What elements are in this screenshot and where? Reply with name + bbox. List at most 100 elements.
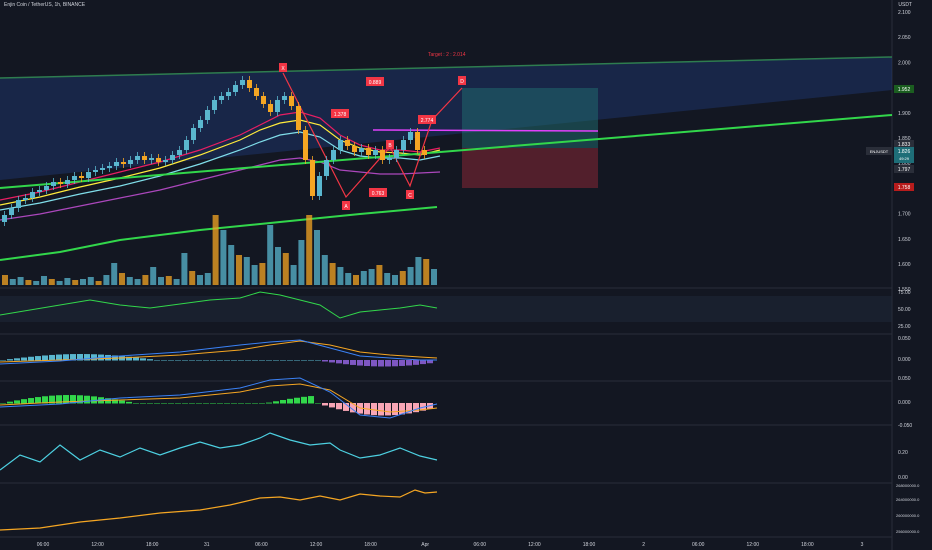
volume-bar xyxy=(189,271,196,285)
volume-bar xyxy=(41,276,47,285)
macd-bar xyxy=(182,360,188,361)
volume-bars xyxy=(2,215,437,285)
macd-bar xyxy=(385,403,391,416)
volume-bar xyxy=(119,273,125,285)
macd-bar xyxy=(406,360,412,366)
macd-bar xyxy=(413,403,419,413)
macd-bar xyxy=(147,403,153,404)
svg-text:C: C xyxy=(408,193,412,199)
macd-bar xyxy=(42,396,48,404)
price-tick: 2.000 xyxy=(898,60,911,66)
candle xyxy=(275,100,280,112)
price-tick: 1.850 xyxy=(898,136,911,142)
macd-bar xyxy=(378,403,384,416)
target-label: Target : 2 : 2.014 xyxy=(428,52,466,58)
volume-bar xyxy=(243,257,250,285)
candle xyxy=(296,106,301,130)
macd-bar xyxy=(161,360,167,361)
macd-bar xyxy=(238,403,244,404)
candle xyxy=(394,150,399,158)
macd-bar xyxy=(336,403,342,410)
macd-bar xyxy=(392,360,398,367)
volume-bar xyxy=(150,267,157,285)
volume-bar xyxy=(48,279,55,285)
volume-bar xyxy=(204,273,211,285)
candle xyxy=(415,132,420,150)
volume-bar xyxy=(126,277,133,285)
trend-channel xyxy=(0,57,892,180)
macd-bar xyxy=(371,360,377,367)
target-zone xyxy=(462,88,598,148)
candle xyxy=(2,215,7,222)
svg-text:0.20: 0.20 xyxy=(898,450,908,456)
time-tick: 3 xyxy=(861,542,864,548)
currency-label: USDT xyxy=(898,2,912,8)
candle xyxy=(30,192,35,198)
macd-bar xyxy=(126,356,132,361)
time-tick: 18:00 xyxy=(583,542,596,548)
macd-bar xyxy=(224,360,230,361)
svg-text:1.833: 1.833 xyxy=(898,142,911,148)
volume-bar xyxy=(220,230,227,285)
volume-bar xyxy=(306,215,313,285)
macd-bar xyxy=(294,397,300,404)
candle xyxy=(359,148,364,152)
macd-bar xyxy=(77,395,83,404)
svg-text:2.774: 2.774 xyxy=(421,118,434,124)
macd-bar xyxy=(371,403,377,416)
candle xyxy=(16,200,21,208)
macd-bar xyxy=(70,395,76,404)
macd-bar xyxy=(399,360,405,366)
volume-bar xyxy=(9,279,16,285)
macd-bar xyxy=(413,360,419,365)
macd-bar xyxy=(175,403,181,404)
volume-bar xyxy=(72,280,79,285)
macd-bar xyxy=(154,360,160,361)
volume-bar xyxy=(111,263,118,285)
candle xyxy=(247,80,252,88)
macd-histogram-2 xyxy=(0,395,433,416)
time-tick: 12:00 xyxy=(747,542,760,548)
volume-bar xyxy=(197,275,203,285)
volume-bar xyxy=(212,215,219,285)
candle xyxy=(163,160,168,162)
macd-bar xyxy=(168,403,174,404)
macd-bar xyxy=(63,354,69,361)
volume-bar xyxy=(368,269,375,285)
svg-text:B: B xyxy=(388,143,392,149)
svg-text:0.00: 0.00 xyxy=(898,475,908,481)
price-tick: 1.650 xyxy=(898,237,911,243)
volume-bar xyxy=(298,240,305,285)
macd-bar xyxy=(140,358,146,361)
svg-text:25.00: 25.00 xyxy=(898,324,911,330)
svg-text:256000000.0: 256000000.0 xyxy=(896,529,920,534)
candle xyxy=(422,150,427,155)
candle xyxy=(44,186,49,190)
macd-bar xyxy=(182,403,188,404)
candle xyxy=(9,208,14,215)
macd-bar xyxy=(322,403,328,406)
time-tick: 2 xyxy=(642,542,645,548)
macd-bar xyxy=(210,360,216,361)
macd-bar xyxy=(203,403,209,404)
candle xyxy=(366,148,371,155)
volume-bar xyxy=(392,275,398,285)
macd-bar xyxy=(133,357,139,361)
volume-bar xyxy=(64,278,71,285)
svg-text:264000000.0: 264000000.0 xyxy=(896,497,920,502)
time-axis[interactable]: 06:00 12:00 18:00 31 06:00 12:00 18:00 Apr 06:00… xyxy=(37,542,864,548)
macd-bar xyxy=(336,360,342,364)
svg-text:0.050: 0.050 xyxy=(898,336,911,342)
volume-bar xyxy=(251,265,258,285)
volume-bar xyxy=(267,225,274,285)
candle xyxy=(79,176,84,178)
macd-bar xyxy=(252,403,258,404)
macd-bar xyxy=(427,360,433,364)
price-tick: 1.700 xyxy=(898,212,911,218)
candle xyxy=(240,80,245,85)
volume-bar xyxy=(142,275,149,285)
macd-bar xyxy=(21,399,27,404)
candle xyxy=(212,100,217,110)
rsi-line xyxy=(0,291,438,319)
